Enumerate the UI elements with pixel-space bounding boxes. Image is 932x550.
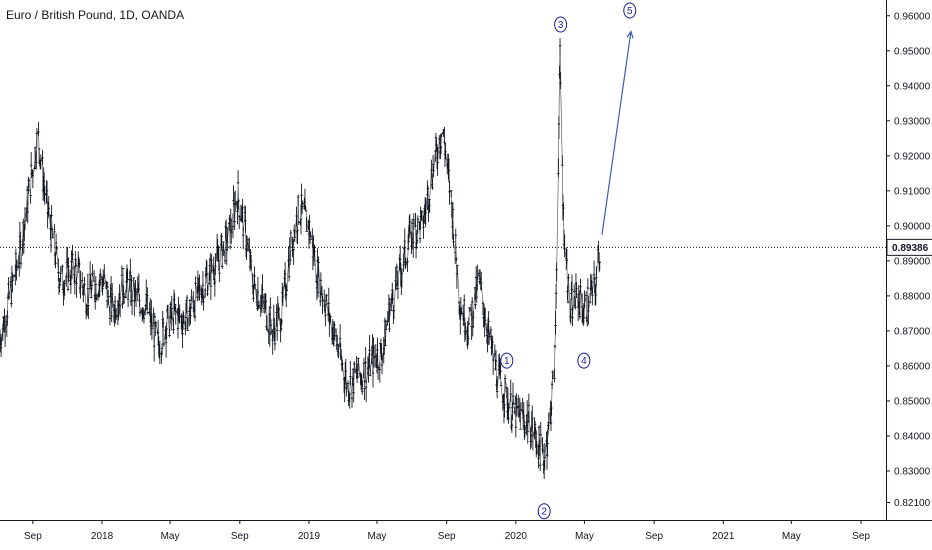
y-tick-label: 0.93000 xyxy=(894,116,931,127)
y-tick-label: 0.86000 xyxy=(894,361,931,372)
x-tick-label: May xyxy=(575,531,594,542)
x-tick-label: 2021 xyxy=(712,531,735,542)
y-tick-label: 0.82100 xyxy=(894,498,931,509)
y-tick-label: 0.96000 xyxy=(894,11,931,22)
price-line xyxy=(0,45,600,470)
projection-arrow-line xyxy=(601,31,632,235)
chart-title: Euro / British Pound, 1D, OANDA xyxy=(6,8,185,22)
y-tick-label: 0.87000 xyxy=(894,326,931,337)
wave-5-circle xyxy=(623,2,637,19)
x-tick-label: 2019 xyxy=(298,531,321,542)
y-tick-label: 0.95000 xyxy=(894,46,931,57)
wave-annotations: 1 2 3 4 5 xyxy=(500,2,637,520)
wave-4-circle xyxy=(577,352,591,369)
y-tick-label: 0.84000 xyxy=(894,431,931,442)
y-tick-label: 0.92000 xyxy=(894,151,931,162)
current-price-tag xyxy=(886,238,932,256)
x-tick-label: Sep xyxy=(24,531,42,542)
x-tick-label: Sep xyxy=(852,531,870,542)
x-tick-label: May xyxy=(368,531,387,542)
x-tick-label: May xyxy=(161,531,180,542)
y-tick-label: 0.88000 xyxy=(894,291,931,302)
wave-2-label: 2 xyxy=(541,507,547,518)
y-tick-label: 0.90000 xyxy=(894,221,931,232)
y-tick-label: 0.91000 xyxy=(894,186,931,197)
y-tick-label: 0.85000 xyxy=(894,396,931,407)
y-tick-label: 0.83000 xyxy=(894,466,931,477)
wave-5-label: 5 xyxy=(627,6,633,17)
y-tick-label: 0.89000 xyxy=(894,256,931,267)
wave-4-label: 4 xyxy=(581,356,587,367)
wave-1-label: 1 xyxy=(504,356,510,367)
x-tick-label: 2020 xyxy=(505,531,528,542)
wave-3-label: 3 xyxy=(558,20,564,31)
wave-2-circle xyxy=(537,503,551,520)
x-tick-label: May xyxy=(782,531,801,542)
wave-3-circle xyxy=(554,16,568,33)
x-tick-label: Sep xyxy=(438,531,456,542)
wave-1-circle xyxy=(500,352,514,369)
current-price-label: 0.89386 xyxy=(892,243,929,254)
projection-arrow-head xyxy=(626,30,634,39)
price-series xyxy=(0,45,600,470)
x-tick-label: Sep xyxy=(645,531,663,542)
x-tick-label: 2018 xyxy=(91,531,114,542)
x-tick-label: Sep xyxy=(231,531,249,542)
y-tick-label: 0.94000 xyxy=(894,81,931,92)
